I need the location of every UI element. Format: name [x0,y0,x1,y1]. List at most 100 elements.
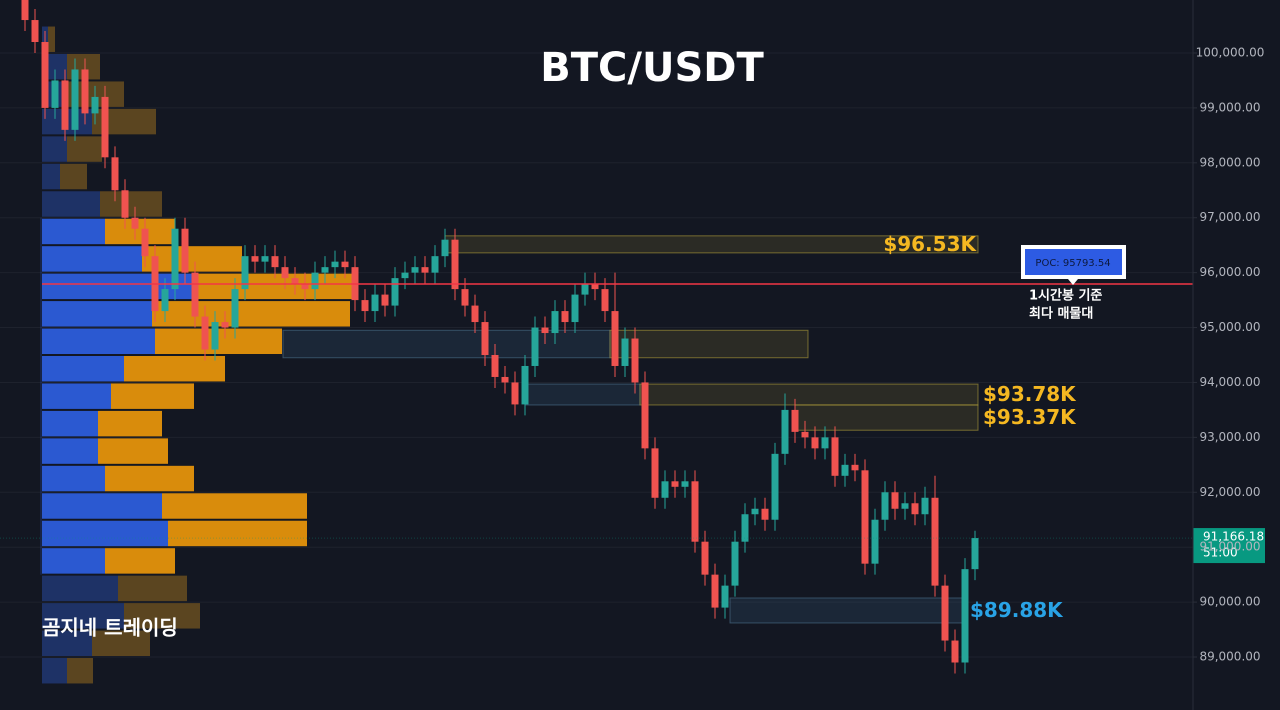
candle-body [521,365,529,405]
candle-body [491,355,499,377]
candle-body [621,338,629,366]
candle-body [651,448,659,498]
candle-body [451,239,459,290]
candle-body [441,239,449,257]
price-zone [609,329,809,359]
candle-body [181,228,189,273]
profile-buy [42,603,124,629]
price-zone [794,404,979,431]
profile-buy [42,328,155,354]
candle-body [531,327,539,366]
y-tick-label: 99,000.00 [1199,100,1260,114]
y-tick-label: 90,000.00 [1199,595,1260,609]
candle-body [941,585,949,641]
profile-sell [111,383,194,409]
chart-title: BTC/USDT [540,45,764,91]
y-tick-label: 97,000.00 [1199,210,1260,224]
candle-body [501,376,509,383]
candle-body [681,481,689,487]
y-tick-label: 92,000.00 [1199,485,1260,499]
candle-body [971,538,979,570]
profile-sell [152,301,350,327]
candle-body [431,256,439,273]
candle-body [851,464,859,471]
candle-body [731,541,739,586]
profile-buy [42,273,192,300]
profile-buy [42,301,152,327]
candle-body [261,256,269,262]
candle-body [241,256,249,290]
candle-body [281,267,289,279]
profile-sell [105,218,175,245]
candle-body [331,261,339,268]
candle-body [341,261,349,268]
profile-sell [162,493,307,519]
y-tick-label: 91,000.00 [1199,540,1260,554]
candle-body [691,481,699,542]
candle-body [791,409,799,432]
candle-body [611,311,619,366]
profile-buy [42,658,67,684]
candle-body [891,492,899,509]
profile-buy [42,575,118,602]
profile-sell [98,438,168,464]
candle-body [321,267,329,273]
y-tick-label: 100,000.00 [1196,45,1265,59]
candle-body [201,316,209,350]
candle-body [51,80,59,108]
profile-buy [42,548,105,574]
y-tick-label: 94,000.00 [1199,375,1260,389]
candle-body [781,409,789,454]
candle-body [461,289,469,306]
candle-body [101,96,109,158]
candle-body [121,190,129,218]
poc-label: POC: 95793.54 [1035,258,1110,269]
candle-body [591,283,599,290]
profile-buy [42,136,67,162]
profile-buy [42,493,162,519]
candle-body [961,569,969,663]
candle-body [81,69,89,114]
zone-label: $93.37K [983,405,1077,429]
candle-body [721,585,729,608]
candle-body [141,228,149,257]
profile-buy [42,630,92,657]
profile-buy [42,465,105,492]
profile-sell [124,356,225,382]
zone-label: $93.78K [983,382,1077,406]
last-price-box [1193,528,1265,564]
zone-label: $96.53K [883,232,977,256]
profile-sell [60,163,87,190]
profile-sell [48,26,55,52]
candle-body [581,283,589,295]
price-zone [282,329,611,359]
price-zone [639,383,979,406]
poc-box [1025,249,1122,275]
candle-body [391,278,399,306]
last-price-label: 91,166.18 [1203,530,1264,544]
candle-body [841,464,849,476]
candle-body [161,289,169,312]
profile-buy [42,191,100,217]
candle-body [21,0,29,21]
candle-body [571,294,579,323]
profile-sell [105,548,175,574]
candle-body [801,431,809,438]
candle-body [251,256,259,262]
profile-buy [42,246,142,272]
y-tick-label: 95,000.00 [1199,320,1260,334]
candle-body [371,294,379,312]
candle-body [561,311,569,323]
countdown-label: 51:00 [1203,546,1238,560]
candle-body [231,289,239,328]
profile-sell [105,465,194,492]
candle-body [711,574,719,608]
candle-body [221,322,229,328]
candle-body [751,508,759,515]
candle-body [951,640,959,663]
candle-body [471,305,479,323]
profile-buy [42,383,111,409]
candle-body [551,311,559,334]
candle-body [881,492,889,520]
